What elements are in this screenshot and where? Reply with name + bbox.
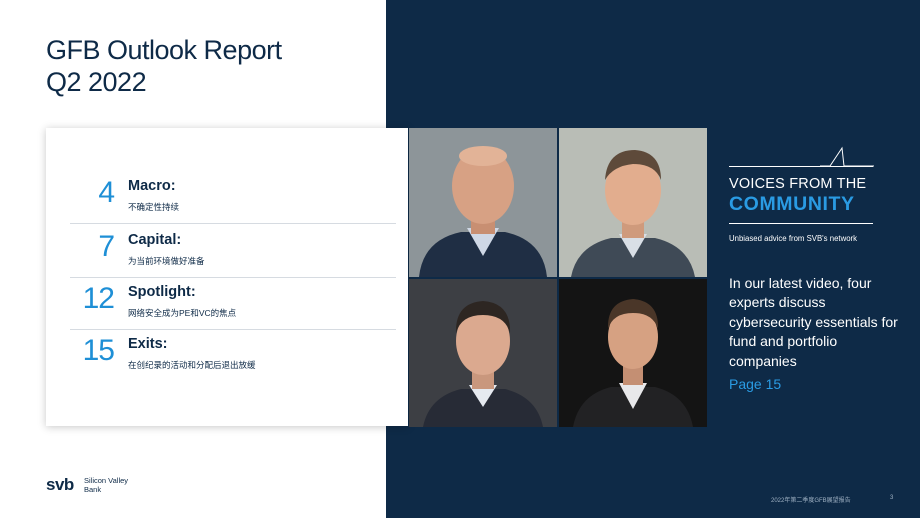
portrait-2-image [559, 128, 707, 277]
toc-divider [70, 223, 396, 224]
expert-photo-1 [409, 128, 557, 277]
expert-photo-4 [559, 279, 707, 428]
kicker-rule-top [729, 166, 873, 167]
toc-page-number: 4 [98, 176, 115, 209]
toc-page-number: 15 [82, 334, 115, 367]
toc-subtitle: 不确定性持续 [128, 202, 180, 212]
toc-item-macro[interactable]: 4 Macro: 不确定性持续 [70, 172, 396, 224]
page-title: GFB Outlook Report Q2 2022 [46, 34, 282, 98]
feature-description: In our latest video, four experts discus… [729, 275, 898, 369]
toc-divider [70, 277, 396, 278]
title-line-2: Q2 2022 [46, 67, 147, 97]
portrait-3-image [409, 279, 557, 427]
toc-item-exits[interactable]: 15 Exits: 在创纪录的活动和分配后退出放缓 [70, 330, 396, 382]
logo-line-2: Bank [84, 484, 102, 494]
mountain-line-icon [820, 146, 874, 167]
toc-heading: Capital: [128, 232, 182, 248]
expert-photo-2 [559, 128, 707, 277]
toc-item-capital[interactable]: 7 Capital: 为当前环境做好准备 [70, 226, 396, 278]
toc-divider [70, 329, 396, 330]
toc-heading: Exits: [128, 336, 168, 352]
toc-subtitle: 网络安全成为PE和VC的焦点 [128, 308, 237, 318]
toc-item-spotlight[interactable]: 12 Spotlight: 网络安全成为PE和VC的焦点 [70, 278, 396, 330]
toc-page-number: 12 [82, 282, 115, 315]
footer-report-name: 2022年第二季度GFB展望报告 [771, 498, 851, 504]
logo-bank-name: Silicon Valley Bank [84, 476, 129, 494]
toc-subtitle: 在创纪录的活动和分配后退出放缓 [128, 360, 256, 370]
title-line-1: GFB Outlook Report [46, 35, 282, 65]
portrait-4-image [559, 279, 707, 427]
feature-page-link[interactable]: Page 15 [729, 376, 782, 392]
portrait-1-image [409, 128, 557, 277]
expert-photo-3 [409, 279, 557, 428]
kicker-line-1: VOICES FROM THE [729, 176, 867, 192]
footer-page-number: 3 [890, 495, 894, 501]
toc-heading: Spotlight: [128, 284, 196, 300]
kicker-rule-bottom [729, 223, 873, 224]
logo-line-1: Silicon Valley [84, 476, 129, 485]
kicker-line-2: COMMUNITY [729, 193, 855, 215]
expert-photo-grid[interactable] [409, 128, 707, 427]
toc-subtitle: 为当前环境做好准备 [128, 256, 205, 266]
kicker-subtitle: Unbiased advice from SVB's network [729, 234, 858, 243]
toc-page-number: 7 [98, 230, 115, 263]
table-of-contents: 4 Macro: 不确定性持续 7 Capital: 为当前环境做好准备 12 … [46, 128, 408, 426]
logo-mark: svb [46, 475, 74, 494]
toc-heading: Macro: [128, 178, 176, 194]
